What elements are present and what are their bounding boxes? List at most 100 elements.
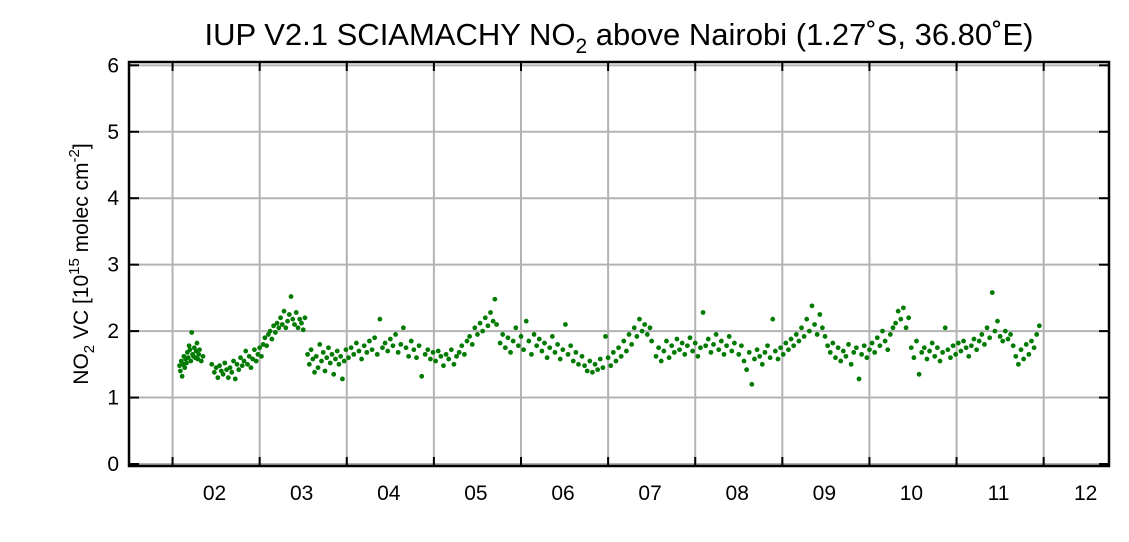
data-point (521, 347, 527, 353)
data-point (255, 351, 261, 357)
data-point (195, 356, 201, 362)
data-point (927, 348, 932, 354)
data-point (1002, 328, 1008, 334)
data-point (194, 340, 200, 346)
data-point (809, 303, 815, 309)
data-point (772, 348, 778, 354)
data-point (700, 310, 706, 315)
data-point (480, 328, 486, 334)
data-point (584, 368, 590, 374)
data-point (319, 358, 324, 364)
data-point (791, 343, 797, 349)
data-point (398, 342, 404, 347)
data-point (664, 338, 669, 344)
data-point (600, 365, 606, 371)
data-point (573, 349, 579, 355)
data-point (576, 361, 581, 367)
data-point (461, 351, 467, 357)
data-point (302, 315, 308, 321)
data-point (433, 358, 439, 364)
data-point (526, 338, 532, 344)
data-point (864, 355, 870, 361)
data-point (644, 332, 650, 337)
data-point (502, 345, 508, 351)
data-point (198, 358, 204, 364)
data-point (1013, 353, 1019, 359)
x-tick-labels: 02 03 04 05 06 07 08 09 10 11 12 (203, 482, 1097, 505)
data-point (916, 371, 922, 377)
data-point (189, 330, 195, 335)
data-point (653, 353, 659, 359)
data-point (851, 349, 857, 355)
data-point (557, 356, 563, 362)
data-point (209, 361, 215, 367)
data-point (359, 356, 364, 362)
data-point (906, 315, 912, 321)
data-point (515, 343, 521, 349)
data-point (613, 358, 619, 364)
data-point (320, 349, 326, 355)
data-point (1021, 356, 1027, 362)
data-point (380, 345, 385, 351)
y-tick-label: 0 (107, 453, 119, 476)
data-point (367, 338, 372, 344)
data-point (867, 347, 872, 353)
data-point (187, 347, 193, 353)
data-point (416, 343, 422, 349)
x-tick-label: 12 (1074, 482, 1097, 505)
data-point (629, 342, 635, 347)
data-point (406, 353, 412, 359)
data-point (804, 316, 810, 322)
x-tick-label: 02 (203, 482, 226, 505)
data-point (435, 348, 441, 354)
data-point (982, 342, 987, 347)
data-point (608, 363, 614, 369)
data-point (299, 320, 304, 326)
data-point (799, 325, 804, 331)
data-point (940, 349, 946, 355)
data-point (812, 322, 817, 327)
data-point (565, 351, 571, 357)
data-point (472, 325, 478, 331)
data-point (770, 316, 776, 322)
data-point (621, 338, 627, 344)
data-point (505, 335, 511, 341)
data-point (762, 349, 768, 355)
x-tick-label: 05 (464, 482, 487, 505)
data-point (267, 328, 273, 334)
data-point (334, 348, 340, 354)
data-point (958, 348, 964, 354)
data-point (1005, 336, 1011, 342)
data-point (390, 343, 396, 349)
data-point (780, 351, 786, 357)
data-point (331, 371, 337, 377)
data-point (341, 358, 347, 364)
data-point (288, 294, 294, 299)
data-point (425, 347, 431, 353)
data-point (859, 351, 865, 357)
data-point (1008, 332, 1013, 337)
data-point (666, 355, 672, 361)
data-point (259, 353, 264, 359)
data-point (746, 349, 752, 355)
data-point (948, 355, 953, 361)
data-point (459, 343, 465, 349)
data-point (592, 361, 598, 367)
data-point (736, 351, 742, 357)
data-point (361, 343, 367, 349)
data-point (185, 355, 191, 361)
data-point (293, 310, 299, 315)
data-point (229, 369, 235, 375)
data-point (637, 316, 642, 322)
data-point (422, 351, 428, 357)
data-point (880, 328, 885, 334)
data-point (950, 343, 956, 349)
data-point (475, 332, 480, 337)
data-point (356, 348, 362, 354)
data-point (882, 338, 888, 344)
data-point (497, 340, 503, 346)
data-point (872, 349, 878, 355)
data-point (196, 351, 202, 357)
data-point (315, 365, 321, 371)
data-point (711, 342, 716, 347)
